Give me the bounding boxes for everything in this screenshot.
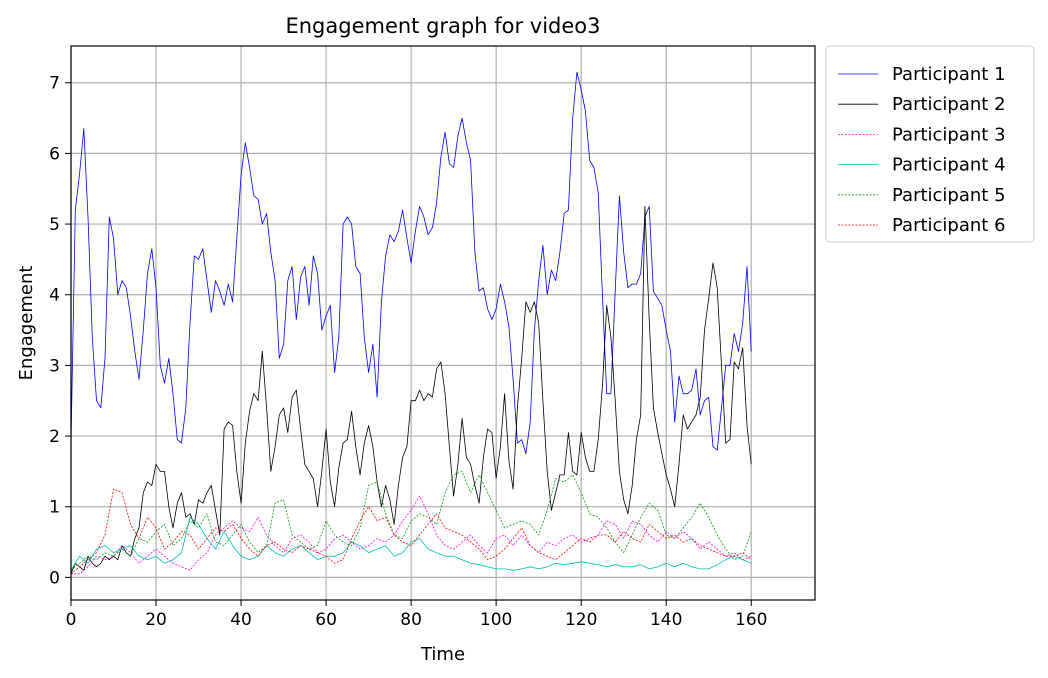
series-line-participant-4 <box>70 516 752 571</box>
legend: Participant 1 Participant 2 Participant 3 P… <box>825 45 1035 243</box>
x-axis-label: Time <box>420 644 465 665</box>
series-line-participant-6 <box>70 488 752 575</box>
legend-label: Participant 5 <box>892 185 1006 206</box>
y-tick-label: 0 <box>49 568 60 588</box>
y-axis-label: Engagement <box>16 266 37 381</box>
y-tick-label: 6 <box>49 144 60 164</box>
x-tick-label: 140 <box>650 610 682 630</box>
chart-title: Engagement graph for video3 <box>285 14 600 38</box>
x-tick-label: 0 <box>66 610 77 630</box>
y-tick-label: 7 <box>49 74 60 94</box>
x-tick-label: 160 <box>735 610 767 630</box>
x-tick-label: 100 <box>480 610 512 630</box>
x-tick-label: 120 <box>565 610 597 630</box>
x-tick-label: 80 <box>400 610 422 630</box>
legend-label: Participant 3 <box>892 124 1006 145</box>
legend-box <box>825 45 1035 243</box>
plot-frame <box>70 45 816 601</box>
y-axis-ticks: 0 1 2 3 4 5 6 7 <box>49 74 71 588</box>
x-axis-ticks: 0 20 40 60 80 100 120 140 160 <box>66 600 767 630</box>
series-line-participant-5 <box>70 470 752 571</box>
plot-series <box>70 71 752 575</box>
grid-lines <box>70 46 815 600</box>
legend-label: Participant 6 <box>892 215 1006 236</box>
x-tick-label: 40 <box>230 610 252 630</box>
legend-label: Participant 4 <box>892 155 1006 176</box>
y-tick-label: 3 <box>49 356 60 376</box>
legend-label: Participant 2 <box>892 94 1006 115</box>
series-line-participant-2 <box>70 205 752 575</box>
legend-label: Participant 1 <box>892 64 1006 85</box>
y-tick-label: 5 <box>49 215 60 235</box>
y-tick-label: 4 <box>49 286 60 306</box>
y-tick-label: 2 <box>49 427 60 447</box>
x-tick-label: 20 <box>145 610 167 630</box>
x-tick-label: 60 <box>315 610 337 630</box>
y-tick-label: 1 <box>49 498 60 518</box>
series-line-participant-1 <box>70 71 752 455</box>
